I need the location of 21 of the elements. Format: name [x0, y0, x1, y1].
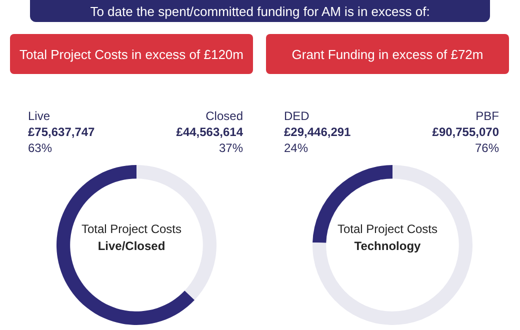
- data-label: £44,563,614: [176, 124, 243, 140]
- slice-label: Closed: [204, 108, 243, 124]
- slice-label: Live: [28, 108, 52, 124]
- text: To date the spent/committed funding for AM is in excess of:: [30, 0, 490, 22]
- slice-label: PBF: [474, 108, 499, 124]
- text: Total Project Costs: [80, 222, 183, 236]
- text: Grant Funding in excess of £72m: [266, 34, 509, 74]
- text: Total Project Costs in excess of £120m: [10, 34, 253, 74]
- text: 76%: [474, 141, 499, 155]
- donut-slice: [312, 165, 472, 325]
- text: Technology: [353, 239, 422, 253]
- text: 37%: [218, 141, 243, 155]
- slice-label: DED: [284, 108, 310, 124]
- text: 24%: [284, 141, 308, 155]
- text: Live/Closed: [96, 239, 166, 253]
- data-label: £75,637,747: [28, 124, 95, 140]
- data-label: £90,755,070: [432, 124, 499, 140]
- data-label: £29,446,291: [284, 124, 351, 140]
- text: Total Project Costs: [336, 222, 439, 236]
- donut-slice: [56, 165, 195, 325]
- text: 63%: [28, 141, 52, 155]
